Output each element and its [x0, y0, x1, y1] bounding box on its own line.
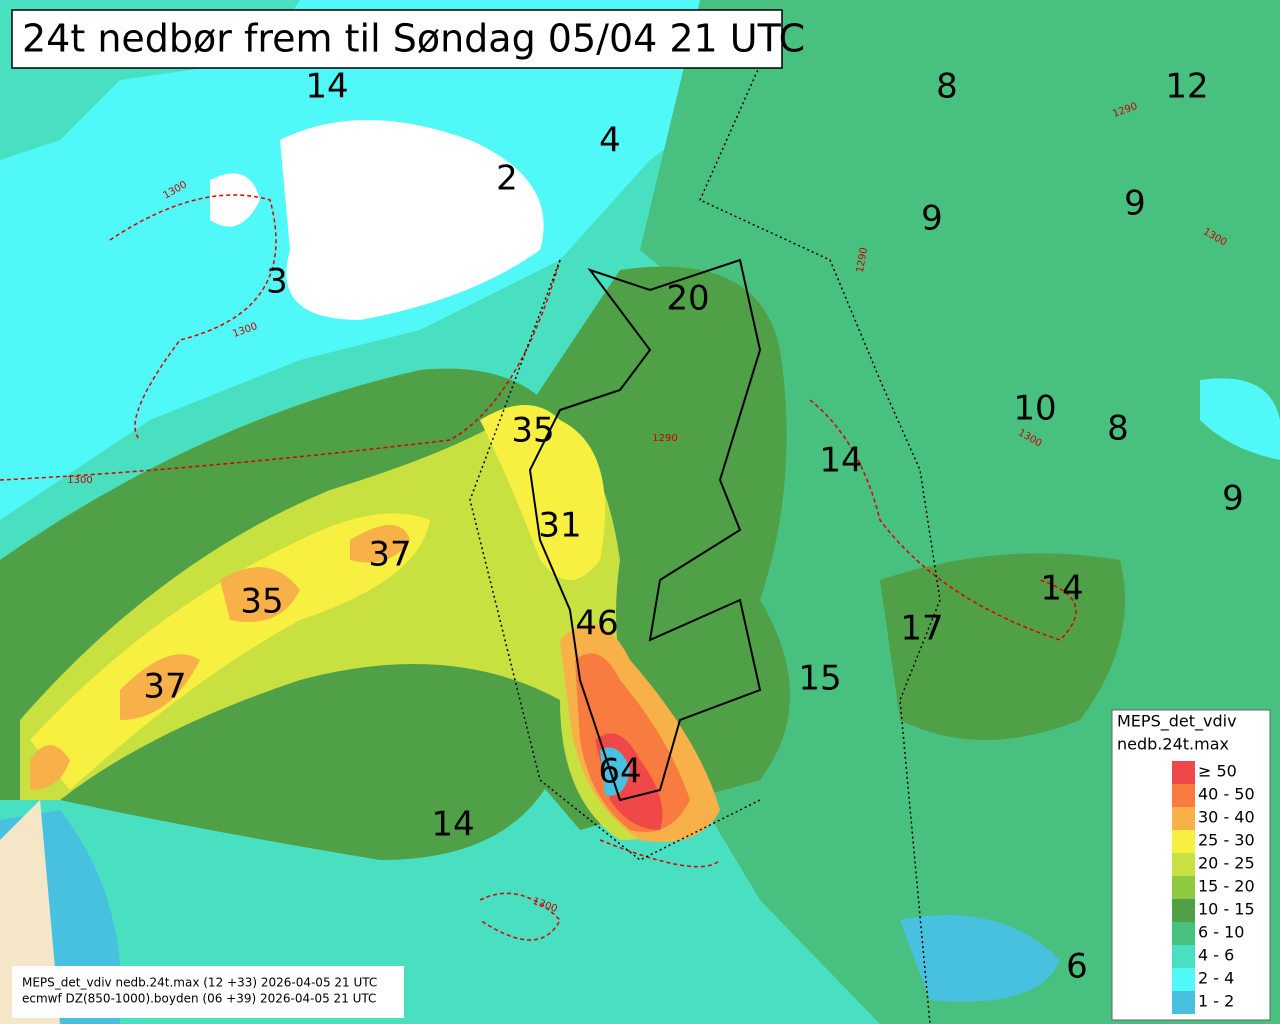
- legend-label: 10 - 15: [1198, 900, 1255, 919]
- legend-swatch: [1172, 991, 1195, 1014]
- point-value: 14: [431, 805, 474, 845]
- legend-swatch: [1172, 876, 1195, 899]
- point-value: 37: [143, 667, 186, 707]
- point-value: 14: [305, 67, 348, 107]
- legend-label: 4 - 6: [1198, 946, 1234, 965]
- legend-label: ≥ 50: [1198, 762, 1237, 781]
- contour-label: 1300: [67, 475, 92, 486]
- point-value: 9: [921, 199, 943, 239]
- point-value: 20: [666, 279, 709, 319]
- legend-swatch: [1172, 899, 1195, 922]
- legend-swatch: [1172, 945, 1195, 968]
- legend-label: 6 - 10: [1198, 923, 1244, 942]
- legend-label: 25 - 30: [1198, 831, 1255, 850]
- point-value: 14: [819, 441, 862, 481]
- title-box: 24t nedbør frem til Søndag 05/04 21 UTC: [11, 9, 805, 69]
- footer-line: MEPS_det_vdiv nedb.24t.max (12 +33) 2026…: [22, 976, 377, 990]
- point-value: 37: [368, 535, 411, 575]
- contour-label: 1290: [855, 247, 870, 274]
- point-value: 6: [1066, 947, 1088, 987]
- legend-label: 1 - 2: [1198, 992, 1234, 1011]
- legend-title: MEPS_det_vdiv: [1117, 712, 1237, 732]
- legend-label: 20 - 25: [1198, 854, 1255, 873]
- footer-line: ecmwf DZ(850-1000).boyden (06 +39) 2026-…: [22, 992, 376, 1006]
- legend-swatch: [1172, 784, 1195, 807]
- county-lines: [528, 258, 762, 802]
- legend-label: 2 - 4: [1198, 969, 1234, 988]
- legend-swatch: [1172, 922, 1195, 945]
- map-title: 24t nedbør frem til Søndag 05/04 21 UTC: [22, 17, 805, 61]
- point-value: 8: [1107, 409, 1129, 449]
- point-value: 46: [575, 604, 618, 644]
- point-value: 9: [1124, 184, 1146, 224]
- legend-swatch: [1172, 853, 1195, 876]
- point-value: 9: [1222, 479, 1244, 519]
- borders: [469, 19, 941, 1024]
- point-value: 14: [1040, 569, 1083, 609]
- legend-swatch: [1172, 830, 1195, 853]
- contour-label: 1290: [652, 433, 677, 444]
- point-value: 10: [1013, 389, 1056, 429]
- footer: MEPS_det_vdiv nedb.24t.max (12 +33) 2026…: [12, 966, 404, 1018]
- point-value: 64: [598, 752, 641, 792]
- point-value: 35: [511, 411, 554, 451]
- legend-label: 40 - 50: [1198, 785, 1255, 804]
- legend-label: 15 - 20: [1198, 877, 1255, 896]
- point-value: 8: [936, 67, 958, 107]
- point-value: 2: [496, 159, 518, 199]
- point-value: 4: [599, 121, 621, 161]
- point-value: 17: [900, 609, 943, 649]
- legend-title: nedb.24t.max: [1117, 735, 1229, 754]
- legend-swatch: [1172, 807, 1195, 830]
- point-value: 35: [240, 582, 283, 622]
- point-value: 12: [1165, 67, 1208, 107]
- point-value: 15: [798, 659, 841, 699]
- point-value: 3: [266, 262, 288, 302]
- legend: MEPS_det_vdiv nedb.24t.max ≥ 50 40 - 50 30…: [1111, 709, 1271, 1021]
- point-labels: 14 4 2 3 8 12 9 9 20 35 10 8 14 9 31 37 35 14 46 17 15 37 64 14…: [143, 67, 1243, 987]
- legend-label: 30 - 40: [1198, 808, 1255, 827]
- legend-swatch: [1172, 761, 1195, 784]
- point-value: 31: [538, 506, 581, 546]
- legend-swatch: [1172, 968, 1195, 991]
